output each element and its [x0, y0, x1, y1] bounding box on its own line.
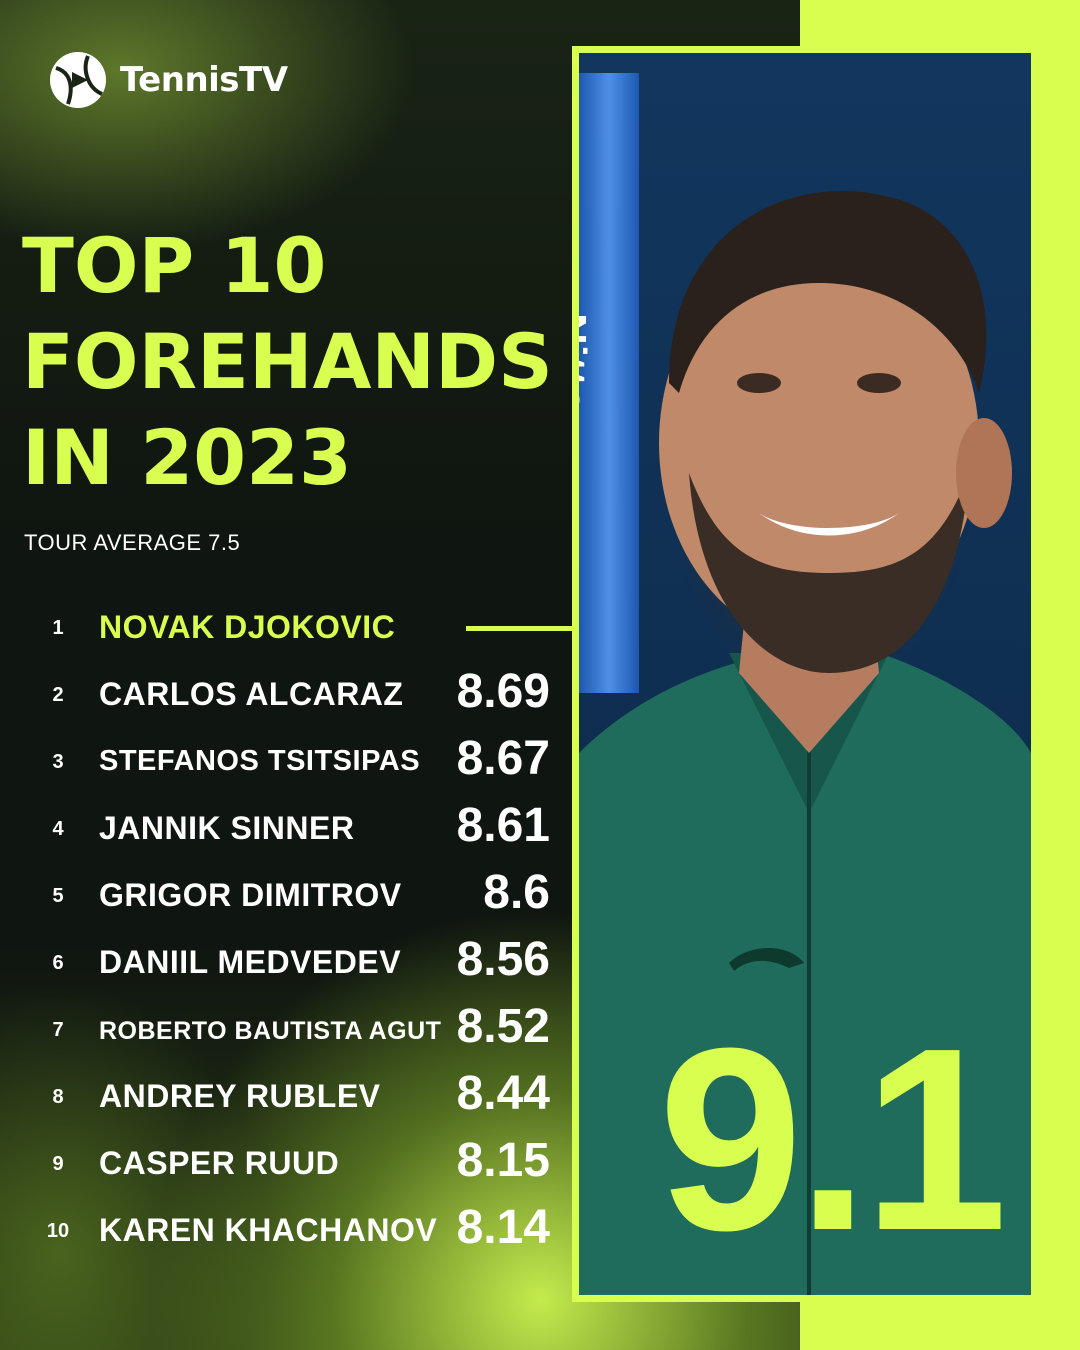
player-score: 8.15: [456, 1134, 550, 1187]
tour-average: TOUR AVERAGE 7.5: [24, 530, 241, 555]
ranking-row-9: 9 CASPER RUUD 8.15: [0, 1131, 580, 1198]
player-name: NOVAK DJOKOVIC: [99, 609, 396, 645]
player-score: 8.61: [456, 799, 550, 852]
player-score: 8.56: [456, 933, 550, 986]
connector-line: [466, 626, 582, 631]
page-title: TOP 10 FOREHANDS IN 2023: [22, 218, 582, 506]
player-score: 8.52: [456, 1000, 550, 1053]
ranking-list: 1 NOVAK DJOKOVIC 2 CARLOS ALCARAZ 8.69 3…: [0, 595, 580, 1265]
ranking-row-2: 2 CARLOS ALCARAZ 8.69: [0, 662, 580, 729]
ranking-row-7: 7 ROBERTO BAUTISTA AGUT 8.52: [0, 997, 580, 1064]
trophy-image: [579, 73, 639, 693]
player-name: JANNIK SINNER: [99, 810, 355, 846]
player-score: 8.69: [456, 665, 550, 718]
ranking-row-10: 10 KAREN KHACHANOV 8.14: [0, 1198, 580, 1265]
player-score: 8.67: [456, 732, 550, 785]
rank-number: 6: [52, 952, 64, 974]
player-name: CARLOS ALCARAZ: [99, 676, 404, 712]
player-name: STEFANOS TSITSIPAS: [99, 745, 421, 777]
player-score: 8.44: [456, 1067, 550, 1120]
ranking-row-1: 1 NOVAK DJOKOVIC: [0, 595, 580, 662]
ranking-row-3: 3 STEFANOS TSITSIPAS 8.67: [0, 729, 580, 796]
featured-score: 9.1: [658, 995, 1007, 1285]
player-name: ANDREY RUBLEV: [99, 1078, 381, 1114]
player-name: ROBERTO BAUTISTA AGUT: [99, 1017, 442, 1045]
rank-number: 7: [52, 1019, 64, 1041]
player-name: KAREN KHACHANOV: [99, 1212, 438, 1248]
rank-number: 3: [52, 751, 64, 773]
ranking-row-8: 8 ANDREY RUBLEV 8.44: [0, 1064, 580, 1131]
tennis-ball-icon: [50, 52, 106, 108]
player-photo: Nitto: [572, 46, 1038, 1302]
player-name: GRIGOR DIMITROV: [99, 877, 402, 913]
player-name: DANIIL MEDVEDEV: [99, 944, 402, 980]
ranking-row-4: 4 JANNIK SINNER 8.61: [0, 796, 580, 863]
rank-number: 10: [46, 1220, 70, 1242]
rank-number: 9: [52, 1153, 64, 1175]
tennis-tv-logo: TennisTV: [48, 50, 288, 110]
rank-number: 8: [52, 1086, 64, 1108]
title-line-3: IN 2023: [22, 413, 352, 502]
rank-number: 5: [52, 885, 64, 907]
rank-number: 1: [52, 617, 64, 639]
ranking-row-6: 6 DANIIL MEDVEDEV 8.56: [0, 930, 580, 997]
brand-name: TennisTV: [120, 60, 288, 100]
player-illustration: [579, 191, 1031, 1295]
player-name: CASPER RUUD: [99, 1145, 340, 1181]
title-line-2: FOREHANDS: [22, 317, 553, 406]
rank-number: 2: [52, 684, 64, 706]
rank-number: 4: [52, 818, 64, 840]
player-score: 8.14: [456, 1201, 550, 1254]
title-line-1: TOP 10: [22, 221, 327, 310]
player-score: 8.6: [483, 866, 550, 919]
ranking-row-5: 5 GRIGOR DIMITROV 8.6: [0, 863, 580, 930]
